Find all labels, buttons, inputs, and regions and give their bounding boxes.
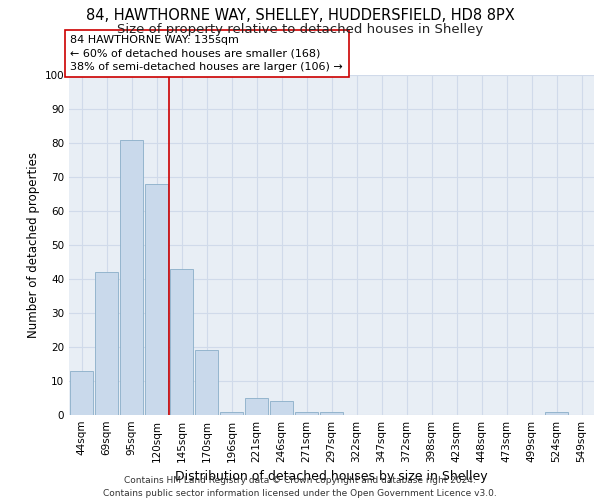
Bar <box>245 398 268 415</box>
Bar <box>545 412 568 415</box>
Bar <box>145 184 168 415</box>
Text: 84, HAWTHORNE WAY, SHELLEY, HUDDERSFIELD, HD8 8PX: 84, HAWTHORNE WAY, SHELLEY, HUDDERSFIELD… <box>86 8 514 22</box>
Text: 84 HAWTHORNE WAY: 135sqm
← 60% of detached houses are smaller (168)
38% of semi-: 84 HAWTHORNE WAY: 135sqm ← 60% of detach… <box>70 35 343 72</box>
Bar <box>120 140 143 415</box>
Bar <box>270 402 293 415</box>
Bar <box>195 350 218 415</box>
Text: Size of property relative to detached houses in Shelley: Size of property relative to detached ho… <box>117 22 483 36</box>
Bar <box>95 272 118 415</box>
X-axis label: Distribution of detached houses by size in Shelley: Distribution of detached houses by size … <box>175 470 488 484</box>
Bar <box>70 371 93 415</box>
Y-axis label: Number of detached properties: Number of detached properties <box>28 152 40 338</box>
Bar <box>320 412 343 415</box>
Text: Contains HM Land Registry data © Crown copyright and database right 2024.
Contai: Contains HM Land Registry data © Crown c… <box>103 476 497 498</box>
Bar <box>295 412 318 415</box>
Bar <box>220 412 243 415</box>
Bar <box>170 269 193 415</box>
